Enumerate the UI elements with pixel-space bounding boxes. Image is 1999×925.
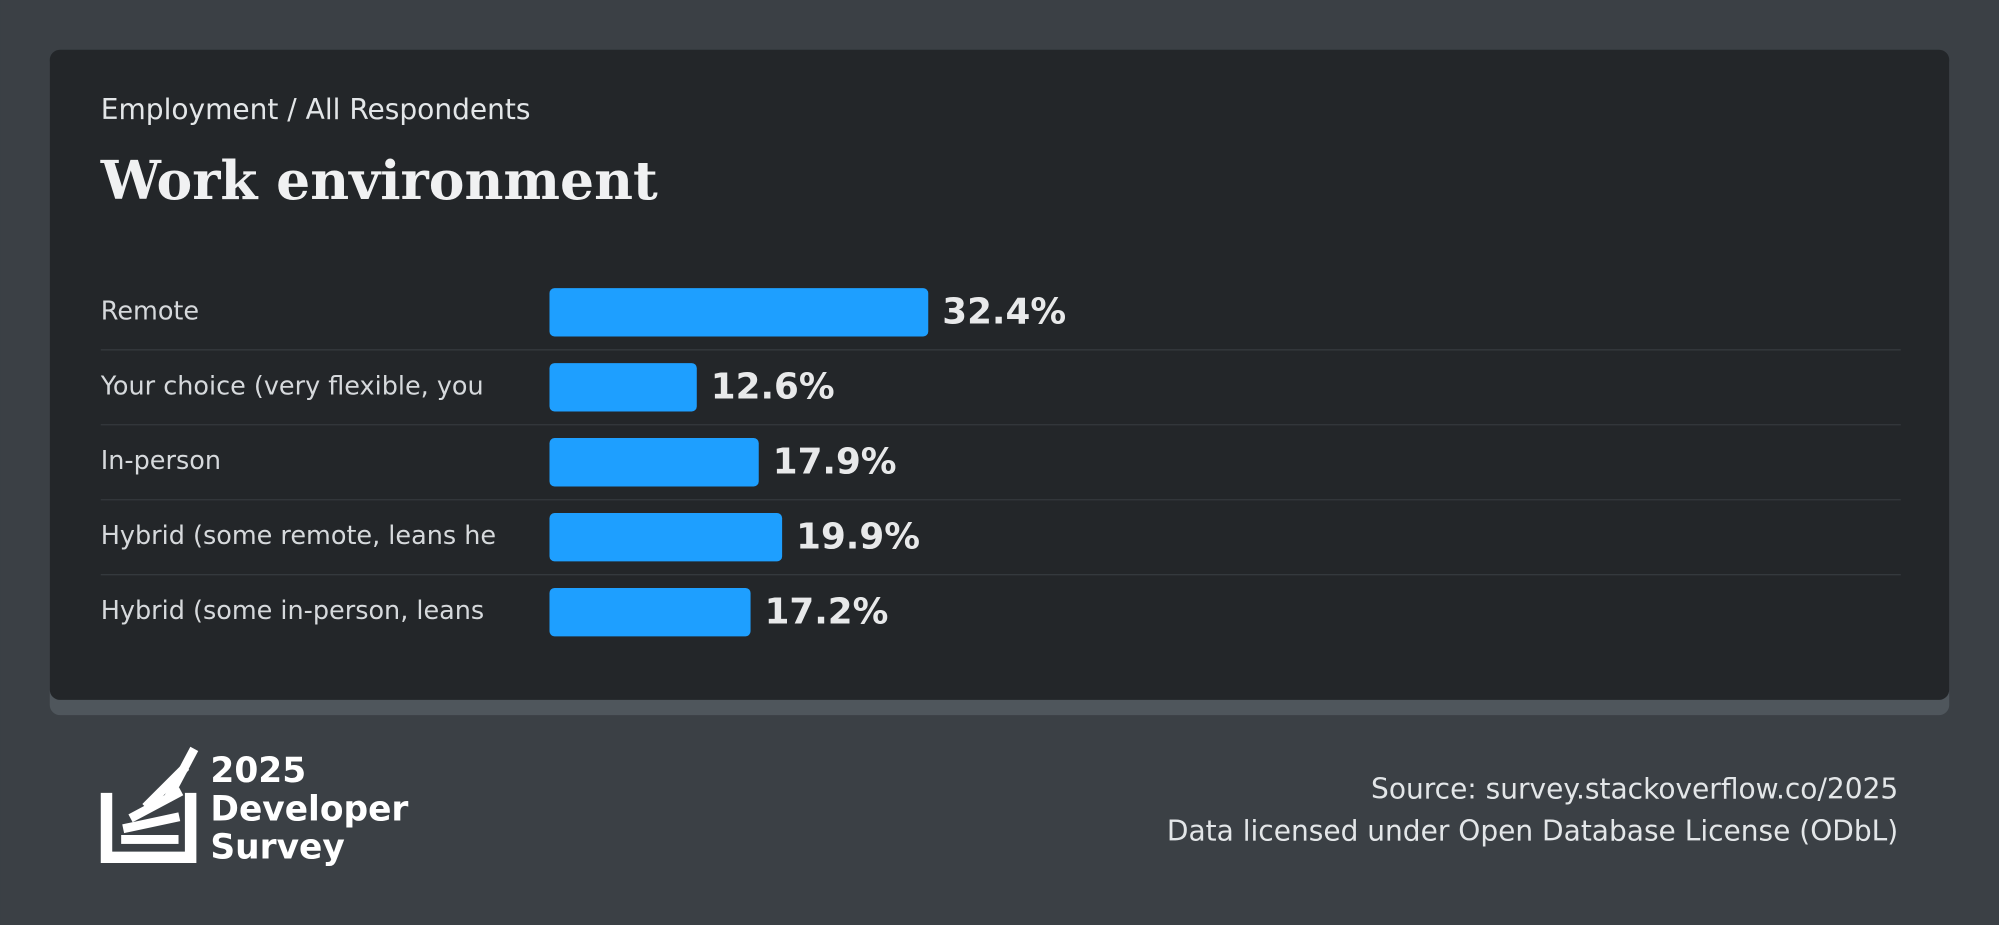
chart-title: Work environment [100, 149, 658, 212]
logo-bar [121, 834, 179, 844]
value-label: 17.9% [773, 442, 897, 483]
logo: 2025 Developer Survey [100, 746, 408, 868]
logo-tray [100, 792, 197, 864]
value-label: 17.2% [765, 591, 889, 632]
bar [549, 587, 751, 637]
source: Source: survey.stackoverflow.co/2025 [1371, 772, 1898, 805]
value-label: 19.9% [796, 516, 920, 557]
rows: Remote 32.4% Your choice (very flexible, y… [100, 288, 1901, 637]
bar [549, 363, 697, 412]
bar [549, 512, 783, 562]
category-label: In-person [101, 446, 221, 476]
category-label: Hybrid (some remote, leans he [101, 521, 496, 551]
logo-bar [122, 812, 181, 834]
category-label: Hybrid (some in-person, leans [101, 596, 484, 626]
bar [549, 288, 929, 337]
license: Data licensed under Open Database Licens… [1167, 814, 1898, 847]
card [49, 49, 1950, 700]
breadcrumb: Employment / All Respondents [101, 93, 531, 126]
value-label: 12.6% [711, 367, 835, 408]
category-label: Remote [101, 296, 199, 326]
logo-line: Developer [210, 789, 408, 829]
value-label: 32.4% [942, 292, 1066, 333]
bar [549, 438, 759, 487]
logo-bar [163, 746, 199, 802]
logo-year: 2025 [210, 751, 306, 791]
category-label: Your choice (very flexible, you [100, 371, 484, 401]
logo-line: Survey [210, 828, 344, 868]
